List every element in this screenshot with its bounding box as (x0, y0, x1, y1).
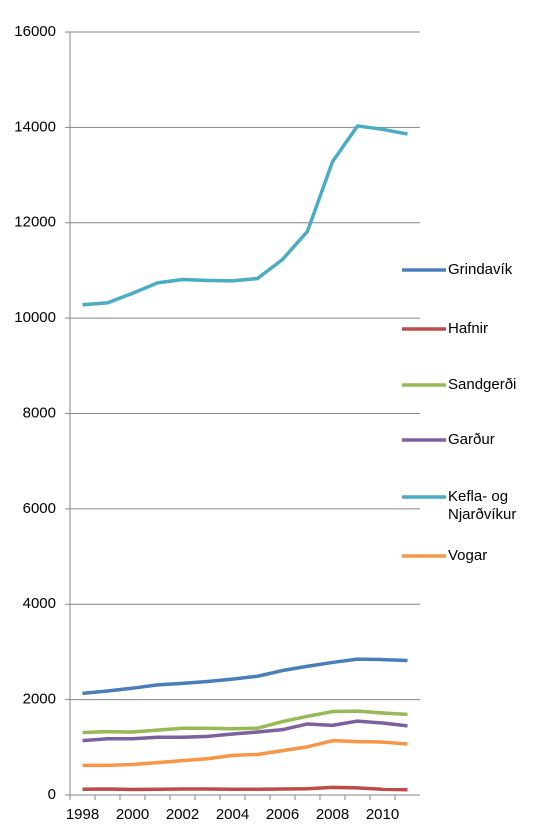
series-line (82, 719, 408, 743)
x-tick-label: 2006 (266, 806, 299, 823)
legend-label: Kefla- og Njarðvíkur (448, 488, 517, 523)
y-tick-label: 8000 (23, 404, 56, 421)
x-tick-label: 2010 (366, 806, 399, 823)
x-tick-label: 1998 (66, 806, 99, 823)
x-tick-label: 2000 (116, 806, 149, 823)
legend-label: Hafnir (448, 320, 489, 337)
legend-label: Grindavík (448, 261, 513, 278)
y-tick-label: 10000 (14, 309, 56, 326)
x-tick-label: 2002 (166, 806, 199, 823)
y-tick-label: 2000 (23, 691, 56, 708)
y-tick-label: 14000 (14, 118, 56, 135)
series-line (82, 738, 408, 768)
y-tick-label: 6000 (23, 500, 56, 517)
legend-label: Sandgerði (448, 376, 517, 393)
legend-label: Garður (448, 431, 495, 448)
series-line (82, 124, 408, 307)
y-tick-label: 16000 (14, 23, 56, 40)
legend-label: Vogar (448, 547, 488, 564)
series-line (82, 785, 408, 792)
series-line (82, 657, 408, 696)
y-tick-label: 4000 (23, 595, 56, 612)
x-tick-label: 2004 (216, 806, 249, 823)
y-tick-label: 0 (48, 786, 56, 803)
x-tick-label: 2008 (316, 806, 349, 823)
series-line (82, 709, 408, 735)
y-tick-label: 12000 (14, 214, 56, 231)
